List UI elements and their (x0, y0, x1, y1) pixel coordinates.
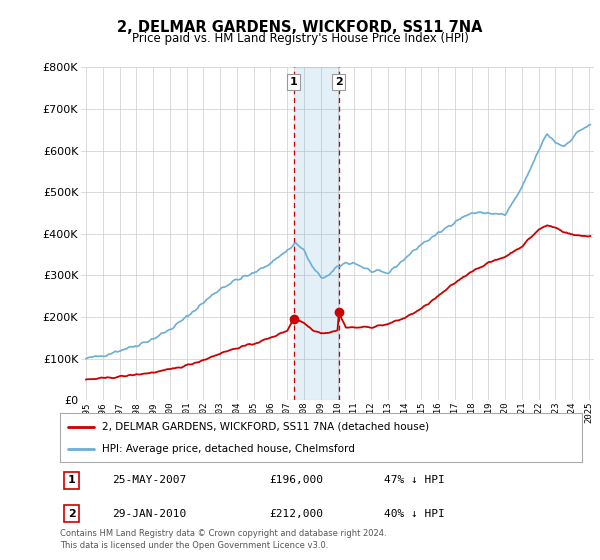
Text: 2: 2 (68, 508, 76, 519)
Text: £212,000: £212,000 (269, 508, 323, 519)
Text: 25-MAY-2007: 25-MAY-2007 (112, 475, 187, 486)
Text: £196,000: £196,000 (269, 475, 323, 486)
Text: 2, DELMAR GARDENS, WICKFORD, SS11 7NA: 2, DELMAR GARDENS, WICKFORD, SS11 7NA (117, 20, 483, 35)
Bar (293, 67, 339, 400)
Text: Price paid vs. HM Land Registry's House Price Index (HPI): Price paid vs. HM Land Registry's House … (131, 32, 469, 45)
Text: 47% ↓ HPI: 47% ↓ HPI (383, 475, 445, 486)
Text: HPI: Average price, detached house, Chelmsford: HPI: Average price, detached house, Chel… (102, 444, 355, 454)
Text: 2: 2 (335, 77, 343, 87)
Text: 1: 1 (290, 77, 298, 87)
Text: 1: 1 (68, 475, 76, 486)
Text: This data is licensed under the Open Government Licence v3.0.: This data is licensed under the Open Gov… (60, 541, 328, 550)
Text: 2, DELMAR GARDENS, WICKFORD, SS11 7NA (detached house): 2, DELMAR GARDENS, WICKFORD, SS11 7NA (d… (102, 422, 429, 432)
Text: 40% ↓ HPI: 40% ↓ HPI (383, 508, 445, 519)
Text: 29-JAN-2010: 29-JAN-2010 (112, 508, 187, 519)
Text: Contains HM Land Registry data © Crown copyright and database right 2024.: Contains HM Land Registry data © Crown c… (60, 529, 386, 538)
